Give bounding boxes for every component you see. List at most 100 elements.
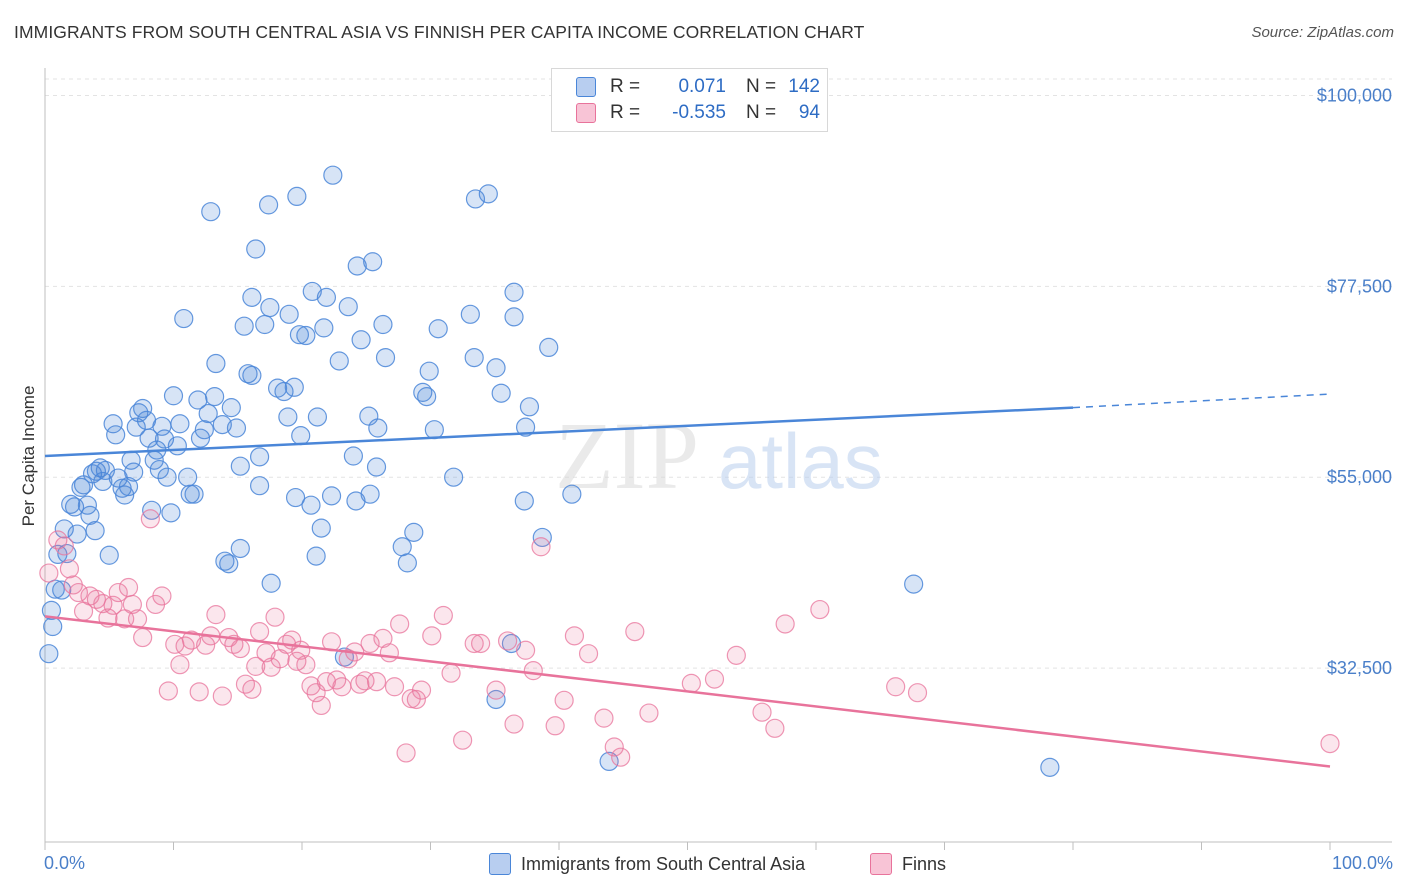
point-finns bbox=[604, 737, 624, 757]
legend-swatch-pink bbox=[576, 103, 596, 123]
point-finns bbox=[311, 695, 331, 716]
point-finns bbox=[246, 656, 266, 676]
point-south-central-asia bbox=[206, 353, 226, 374]
bottom-legend-swatch-pink bbox=[870, 853, 892, 875]
point-south-central-asia bbox=[174, 308, 194, 329]
point-south-central-asia bbox=[515, 417, 536, 437]
point-finns bbox=[384, 677, 405, 697]
point-finns bbox=[422, 626, 442, 646]
point-finns bbox=[433, 605, 453, 626]
point-south-central-asia bbox=[157, 467, 177, 487]
point-south-central-asia bbox=[486, 358, 506, 378]
point-finns bbox=[235, 674, 256, 694]
point-south-central-asia bbox=[287, 186, 307, 207]
point-finns bbox=[594, 708, 614, 728]
point-finns bbox=[411, 680, 432, 700]
point-south-central-asia bbox=[373, 314, 393, 335]
point-finns bbox=[625, 622, 645, 642]
point-south-central-asia bbox=[351, 330, 371, 350]
point-finns bbox=[464, 633, 484, 654]
point-south-central-asia bbox=[67, 524, 87, 544]
point-finns bbox=[152, 586, 172, 606]
legend-r-value: 0.071 bbox=[678, 76, 726, 97]
chart-source: Source: ZipAtlas.com bbox=[1251, 24, 1394, 41]
point-south-central-asia bbox=[397, 553, 417, 573]
point-south-central-asia bbox=[307, 407, 328, 427]
legend-r-label: R = bbox=[610, 102, 641, 123]
point-finns bbox=[390, 614, 410, 634]
point-south-central-asia bbox=[85, 521, 105, 541]
point-finns bbox=[907, 683, 928, 703]
watermark-atlas: atlas bbox=[718, 417, 883, 505]
bottom-legend-south-central-asia: Immigrants from South Central Asia bbox=[489, 852, 805, 876]
point-finns bbox=[578, 644, 599, 664]
point-finns bbox=[523, 661, 543, 681]
point-south-central-asia bbox=[347, 256, 367, 276]
point-south-central-asia bbox=[278, 407, 298, 427]
x-tick-label: 100.0% bbox=[1332, 853, 1393, 873]
point-finns bbox=[249, 622, 270, 642]
point-south-central-asia bbox=[338, 297, 358, 317]
point-south-central-asia bbox=[491, 383, 511, 403]
point-finns bbox=[1320, 733, 1340, 754]
point-south-central-asia bbox=[465, 189, 486, 209]
point-south-central-asia bbox=[184, 484, 204, 504]
point-finns bbox=[611, 747, 631, 767]
point-south-central-asia bbox=[260, 297, 280, 318]
point-finns bbox=[453, 730, 473, 750]
point-south-central-asia bbox=[904, 574, 924, 594]
point-south-central-asia bbox=[599, 751, 619, 772]
x-tick-label: 0.0% bbox=[44, 853, 85, 873]
point-finns bbox=[498, 631, 518, 651]
point-south-central-asia bbox=[178, 467, 198, 487]
point-finns bbox=[332, 677, 352, 697]
point-south-central-asia bbox=[149, 459, 169, 480]
point-finns bbox=[206, 605, 226, 625]
point-finns bbox=[230, 638, 250, 659]
watermark-zip: ZIP bbox=[555, 402, 699, 509]
point-finns bbox=[181, 630, 202, 650]
point-south-central-asia bbox=[261, 573, 281, 593]
point-south-central-asia bbox=[417, 387, 437, 407]
point-south-central-asia bbox=[329, 351, 349, 371]
point-finns bbox=[639, 703, 659, 723]
bottom-legend-label: Immigrants from South Central Asia bbox=[521, 853, 806, 874]
legend-n-label: N = bbox=[746, 76, 777, 97]
legend-row-south-central-asia: R = 0.071 N = 142 bbox=[576, 75, 820, 99]
point-south-central-asia bbox=[170, 414, 190, 434]
point-south-central-asia bbox=[205, 387, 225, 407]
point-south-central-asia bbox=[255, 314, 275, 335]
data-points bbox=[39, 165, 1340, 777]
point-south-central-asia bbox=[249, 476, 270, 496]
point-finns bbox=[59, 559, 80, 579]
point-south-central-asia bbox=[161, 503, 181, 523]
point-finns bbox=[366, 672, 387, 692]
point-finns bbox=[775, 614, 795, 634]
point-finns bbox=[39, 563, 59, 583]
point-south-central-asia bbox=[392, 537, 412, 557]
y-axis-title: Per Capita Income bbox=[19, 386, 38, 527]
point-south-central-asia bbox=[234, 316, 254, 336]
point-finns bbox=[108, 582, 128, 603]
point-finns bbox=[504, 714, 524, 734]
point-south-central-asia bbox=[230, 456, 250, 476]
legend-n-label: N = bbox=[746, 102, 777, 123]
point-south-central-asia bbox=[93, 471, 113, 492]
point-south-central-asia bbox=[539, 337, 559, 358]
point-finns bbox=[704, 669, 725, 689]
legend-n-value: 94 bbox=[798, 102, 820, 123]
point-south-central-asia bbox=[126, 417, 146, 437]
trend-line-extension bbox=[1072, 393, 1331, 409]
point-south-central-asia bbox=[167, 436, 187, 456]
point-finns bbox=[515, 640, 536, 660]
point-south-central-asia bbox=[249, 447, 270, 467]
point-finns bbox=[360, 633, 380, 654]
point-south-central-asia bbox=[444, 467, 464, 487]
point-finns bbox=[242, 679, 262, 699]
point-south-central-asia bbox=[289, 325, 310, 345]
point-south-central-asia bbox=[188, 390, 208, 410]
point-south-central-asia bbox=[504, 307, 524, 327]
point-south-central-asia bbox=[194, 420, 214, 440]
trend-line-south-central-asia bbox=[44, 406, 1074, 458]
point-finns bbox=[765, 718, 785, 738]
